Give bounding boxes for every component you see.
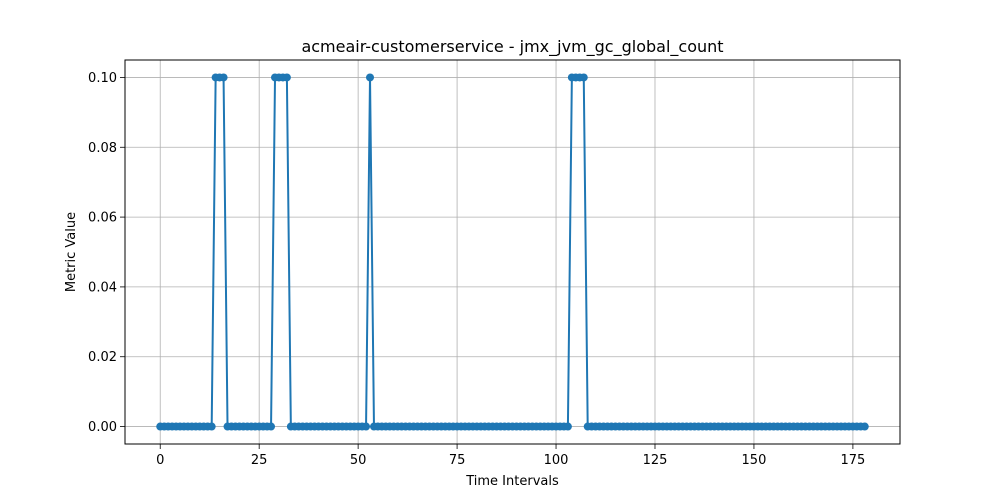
x-tick-label: 150 (742, 453, 767, 468)
data-point (219, 73, 228, 82)
x-tick-label: 25 (251, 453, 268, 468)
plot-frame (124, 59, 901, 445)
data-point (362, 422, 371, 431)
x-tick-label: 50 (350, 453, 367, 468)
data-point (366, 73, 375, 82)
x-axis: 0 25 50 75 100 125 150 175 (156, 444, 865, 468)
x-tick-label: 0 (156, 453, 164, 468)
data-point (282, 73, 291, 82)
chart-title: acmeair-customerservice - jmx_jvm_gc_glo… (301, 37, 723, 57)
x-tick-label: 75 (449, 453, 466, 468)
y-tick-label: 0.02 (88, 350, 117, 365)
y-tick-label: 0.10 (88, 71, 117, 86)
data-point (207, 422, 216, 431)
data-point (267, 422, 276, 431)
data-point (563, 422, 572, 431)
y-axis-label: Metric Value (64, 212, 79, 292)
x-tick-label: 100 (544, 453, 569, 468)
data-point (860, 422, 869, 431)
y-tick-label: 0.06 (88, 211, 117, 226)
y-axis: 0.00 0.02 0.04 0.06 0.08 0.10 (88, 71, 125, 435)
x-axis-label: Time Intervals (465, 474, 559, 489)
y-tick-label: 0.00 (88, 420, 117, 435)
y-tick-label: 0.08 (88, 141, 117, 156)
x-tick-label: 125 (643, 453, 668, 468)
y-tick-label: 0.04 (88, 280, 117, 295)
series-group (156, 73, 869, 431)
data-point (579, 73, 588, 82)
x-tick-label: 175 (840, 453, 865, 468)
